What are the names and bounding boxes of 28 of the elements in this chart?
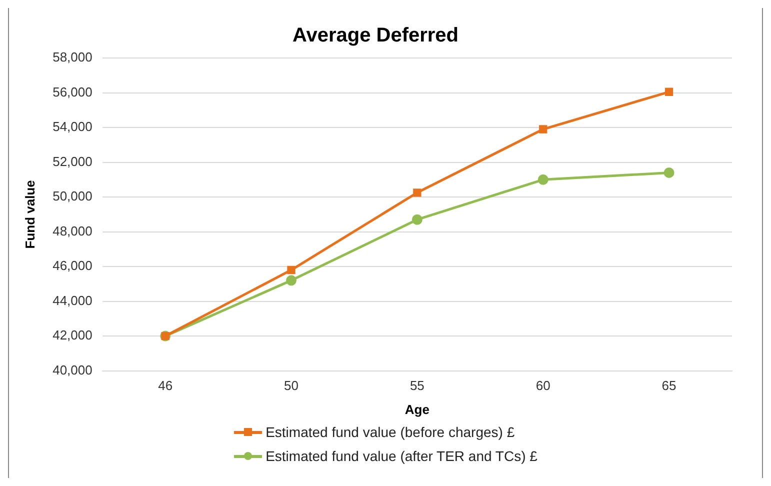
point xyxy=(287,266,296,274)
x-tick-label: 50 xyxy=(284,378,298,394)
point xyxy=(412,214,422,225)
y-tick-label: 56,000 xyxy=(52,84,92,100)
y-tick-label: 40,000 xyxy=(52,362,92,378)
chart-title: Average Deferred xyxy=(292,24,459,47)
y-tick-label: 58,000 xyxy=(52,50,92,65)
y-tick-label: 44,000 xyxy=(52,292,92,308)
point xyxy=(664,167,674,178)
y-axis-title: Fund value xyxy=(22,180,38,249)
x-axis-title: Age xyxy=(404,402,430,417)
x-tick-label: 55 xyxy=(410,378,424,394)
x-tick-label: 65 xyxy=(662,378,676,394)
y-tick-label: 48,000 xyxy=(52,223,92,238)
point xyxy=(664,88,674,96)
point xyxy=(413,188,422,197)
legend-label: Estimated fund value (after TER and TCs) £ xyxy=(266,448,538,464)
y-tick-label: 46,000 xyxy=(52,258,92,274)
point xyxy=(286,275,297,286)
y-tick-label: 50,000 xyxy=(52,188,92,204)
point xyxy=(538,174,548,185)
x-tick-label: 60 xyxy=(536,378,550,394)
y-tick-label: 52,000 xyxy=(52,154,92,169)
y-tick-label: 54,000 xyxy=(52,119,92,134)
legend-label: Estimated fund value (before charges) £ xyxy=(266,424,515,440)
y-tick-label: 42,000 xyxy=(52,328,92,343)
point xyxy=(539,125,548,134)
x-tick-label: 46 xyxy=(158,378,173,394)
